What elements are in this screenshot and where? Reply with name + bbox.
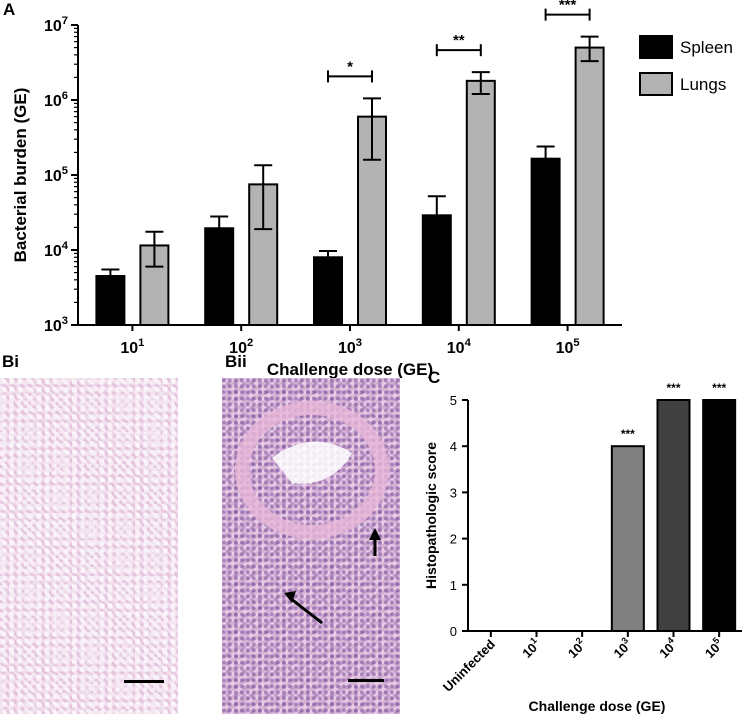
bar bbox=[610, 445, 645, 632]
legend-swatch-lungs bbox=[639, 72, 673, 96]
x-tick-label: Uninfected bbox=[440, 636, 498, 694]
panel-label-c: C bbox=[428, 368, 441, 387]
y-tick-label: 103 bbox=[44, 315, 68, 335]
panel-label-bii: Bii bbox=[225, 352, 247, 371]
histology-image-bii bbox=[222, 378, 400, 714]
legend-label-spleen: Spleen bbox=[680, 38, 733, 57]
y-axis-label: Bacterial burden (GE) bbox=[11, 88, 30, 263]
y-tick-label: 3 bbox=[450, 485, 457, 500]
significance-label: *** bbox=[559, 0, 577, 14]
scale-bar bbox=[348, 679, 384, 682]
x-tick-label: 105 bbox=[701, 635, 727, 661]
arrow-icon bbox=[369, 528, 381, 556]
significance-label: ** bbox=[453, 32, 465, 49]
legend-swatch-spleen bbox=[639, 35, 673, 59]
y-tick-label: 106 bbox=[44, 90, 68, 110]
x-tick-label: 105 bbox=[556, 337, 580, 357]
chart-c: 0 1 2 3 4 5 Uninfected 101 102 *** 103 *** 104 *** 105… bbox=[423, 381, 742, 714]
x-tick-label: 104 bbox=[655, 635, 681, 661]
bar-lungs bbox=[574, 46, 605, 327]
y-tick-label: 5 bbox=[450, 393, 457, 408]
panel-label-bi: Bi bbox=[2, 352, 19, 371]
significance-label: *** bbox=[712, 381, 726, 395]
scale-bar bbox=[124, 680, 164, 683]
y-tick-label: 1 bbox=[450, 578, 457, 593]
y-tick-label: 0 bbox=[450, 624, 457, 639]
significance-label: *** bbox=[621, 427, 635, 441]
x-tick-label: 104 bbox=[447, 337, 472, 357]
arrow-icon bbox=[284, 591, 323, 625]
y-tick-label: 2 bbox=[450, 532, 457, 547]
x-tick-label: 103 bbox=[338, 337, 362, 357]
histology-image-bi bbox=[0, 378, 178, 714]
significance-label: *** bbox=[666, 381, 680, 395]
x-tick-label: 103 bbox=[609, 635, 635, 661]
y-axis-label: Histopathologic score bbox=[423, 442, 439, 589]
x-tick-label: 102 bbox=[229, 337, 253, 357]
bar-spleen bbox=[204, 227, 235, 326]
significance-label: * bbox=[347, 58, 353, 75]
x-axis-label: Challenge dose (GE) bbox=[267, 360, 433, 378]
x-axis-label: Challenge dose (GE) bbox=[529, 698, 666, 714]
bar-spleen bbox=[313, 256, 343, 326]
airway-outline bbox=[235, 401, 389, 539]
y-tick-label: 4 bbox=[450, 439, 457, 454]
x-tick-label: 102 bbox=[564, 635, 590, 661]
legend-label-lungs: Lungs bbox=[680, 75, 726, 94]
bar bbox=[702, 399, 737, 632]
bar-spleen bbox=[530, 157, 561, 326]
bar-lungs bbox=[465, 79, 496, 326]
bar bbox=[656, 399, 691, 632]
y-tick-label: 105 bbox=[44, 165, 68, 185]
panel-label-a: A bbox=[3, 0, 16, 19]
y-tick-label: 104 bbox=[44, 240, 69, 260]
histology-overlay bbox=[235, 401, 389, 682]
x-tick-label: 101 bbox=[120, 337, 144, 357]
y-tick-label: 107 bbox=[44, 15, 68, 35]
x-tick-label: 101 bbox=[518, 635, 544, 661]
airway-lumen bbox=[272, 441, 352, 484]
